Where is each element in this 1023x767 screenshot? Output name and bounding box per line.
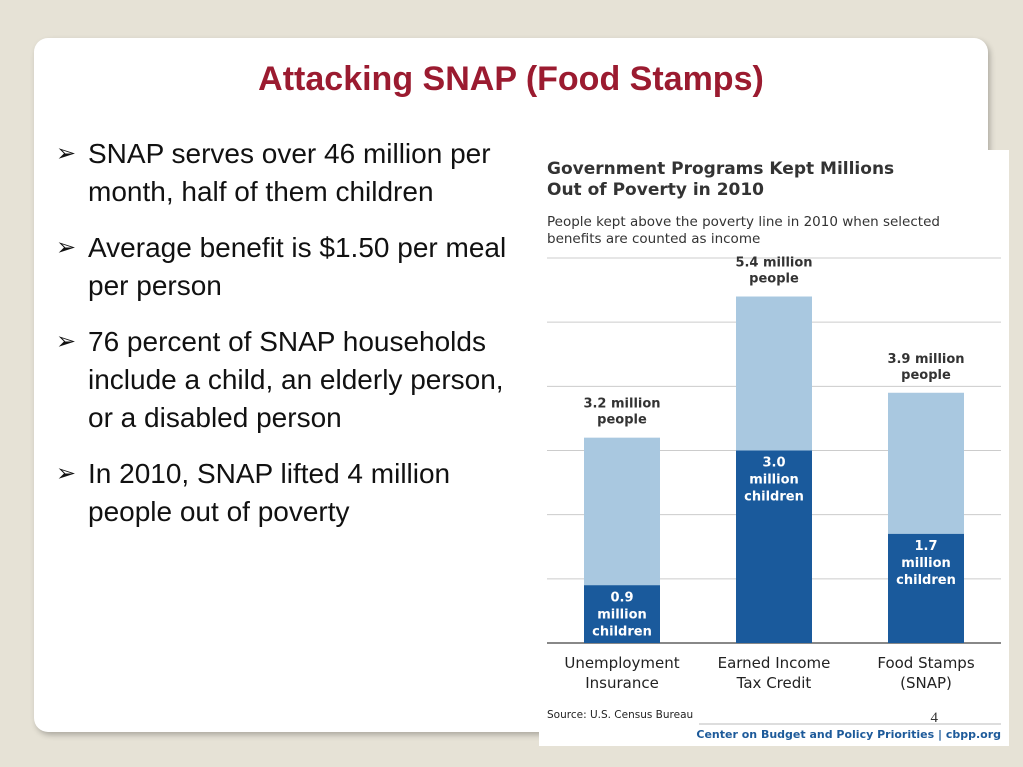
chart-container: Government Programs Kept Millions Out of …: [539, 150, 1009, 746]
bullet-text: Average benefit is $1.50 per meal per pe…: [88, 232, 507, 301]
bar-children: [584, 585, 660, 643]
data-label-children-line: million: [901, 556, 951, 571]
category-label-line: Earned Income: [718, 654, 831, 672]
chart-subtitle: benefits are counted as income: [547, 231, 760, 247]
data-label-children: 1.7 million children: [896, 539, 956, 588]
category-label-line: Tax Credit: [736, 674, 812, 692]
data-label-people-line: 3.9 million: [887, 352, 964, 367]
chart-title: Out of Poverty in 2010: [547, 180, 764, 200]
arrow-bullet-icon: ➢: [56, 328, 77, 355]
bullet-list: ➢ SNAP serves over 46 million per month,…: [54, 135, 514, 549]
data-label-children-line: million: [597, 607, 647, 622]
bullet-text: In 2010, SNAP lifted 4 million people ou…: [88, 458, 451, 527]
category-label: Food Stamps (SNAP): [877, 654, 974, 692]
data-label-children-line: 3.0: [762, 456, 785, 471]
category-label-line: Food Stamps: [877, 654, 974, 672]
category-label: Unemployment Insurance: [564, 654, 679, 692]
data-label-children-line: million: [749, 473, 799, 488]
data-label-children-line: children: [744, 490, 804, 505]
arrow-bullet-icon: ➢: [56, 234, 77, 261]
data-label-children-line: children: [896, 573, 956, 588]
data-label-people-line: 3.2 million: [583, 397, 660, 412]
chart-subtitle: People kept above the poverty line in 20…: [547, 214, 940, 230]
bar-children: [736, 450, 812, 643]
data-label-children: 3.0 million children: [744, 456, 804, 505]
bullet-item: ➢ Average benefit is $1.50 per meal per …: [54, 229, 514, 305]
data-label-children-line: 1.7: [914, 539, 937, 554]
data-label-children: 0.9 million children: [592, 590, 652, 639]
data-label-people-line: 5.4 million: [735, 256, 812, 271]
chart-credit: Center on Budget and Policy Priorities |…: [696, 728, 1001, 741]
data-label-children-line: children: [592, 624, 652, 639]
data-label-people-line: people: [749, 272, 799, 287]
bullet-item: ➢ 76 percent of SNAP households include …: [54, 323, 514, 437]
bullet-item: ➢ SNAP serves over 46 million per month,…: [54, 135, 514, 211]
category-label-line: Unemployment: [564, 654, 679, 672]
category-label-line: Insurance: [585, 674, 659, 692]
page-number: 4: [930, 710, 939, 726]
category-label-line: (SNAP): [900, 674, 952, 692]
bullet-item: ➢ In 2010, SNAP lifted 4 million people …: [54, 455, 514, 531]
slide-title: Attacking SNAP (Food Stamps): [258, 60, 764, 98]
category-label: Earned Income Tax Credit: [718, 654, 831, 692]
bullet-text: SNAP serves over 46 million per month, h…: [88, 138, 491, 207]
data-label-children-line: 0.9: [610, 590, 633, 605]
data-label-people: 5.4 million people: [735, 256, 812, 287]
data-label-people-line: people: [597, 413, 647, 428]
arrow-bullet-icon: ➢: [56, 140, 77, 167]
chart-title: Government Programs Kept Millions: [547, 159, 894, 179]
data-label-people: 3.2 million people: [583, 397, 660, 428]
chart-source: Source: U.S. Census Bureau: [547, 709, 693, 721]
bullet-text: 76 percent of SNAP households include a …: [88, 326, 504, 433]
data-label-people: 3.9 million people: [887, 352, 964, 383]
bar-children: [888, 533, 964, 643]
arrow-bullet-icon: ➢: [56, 460, 77, 487]
data-label-people-line: people: [901, 368, 951, 383]
slide: Attacking SNAP (Food Stamps) ➢ SNAP serv…: [34, 38, 1009, 746]
